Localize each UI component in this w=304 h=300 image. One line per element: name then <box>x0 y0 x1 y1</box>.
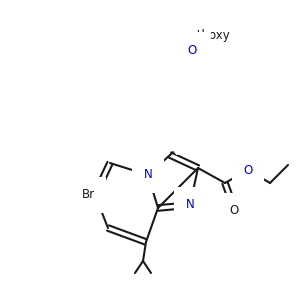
Text: O: O <box>187 44 197 56</box>
Text: O: O <box>187 44 197 56</box>
Text: Br: Br <box>81 188 95 202</box>
Text: methoxy: methoxy <box>179 28 231 41</box>
Text: methoxy: methoxy <box>202 34 208 36</box>
Text: O: O <box>244 164 253 176</box>
Text: N: N <box>186 199 194 212</box>
Text: N: N <box>143 169 152 182</box>
Text: O: O <box>230 205 239 218</box>
Text: methoxy: methoxy <box>202 34 208 36</box>
